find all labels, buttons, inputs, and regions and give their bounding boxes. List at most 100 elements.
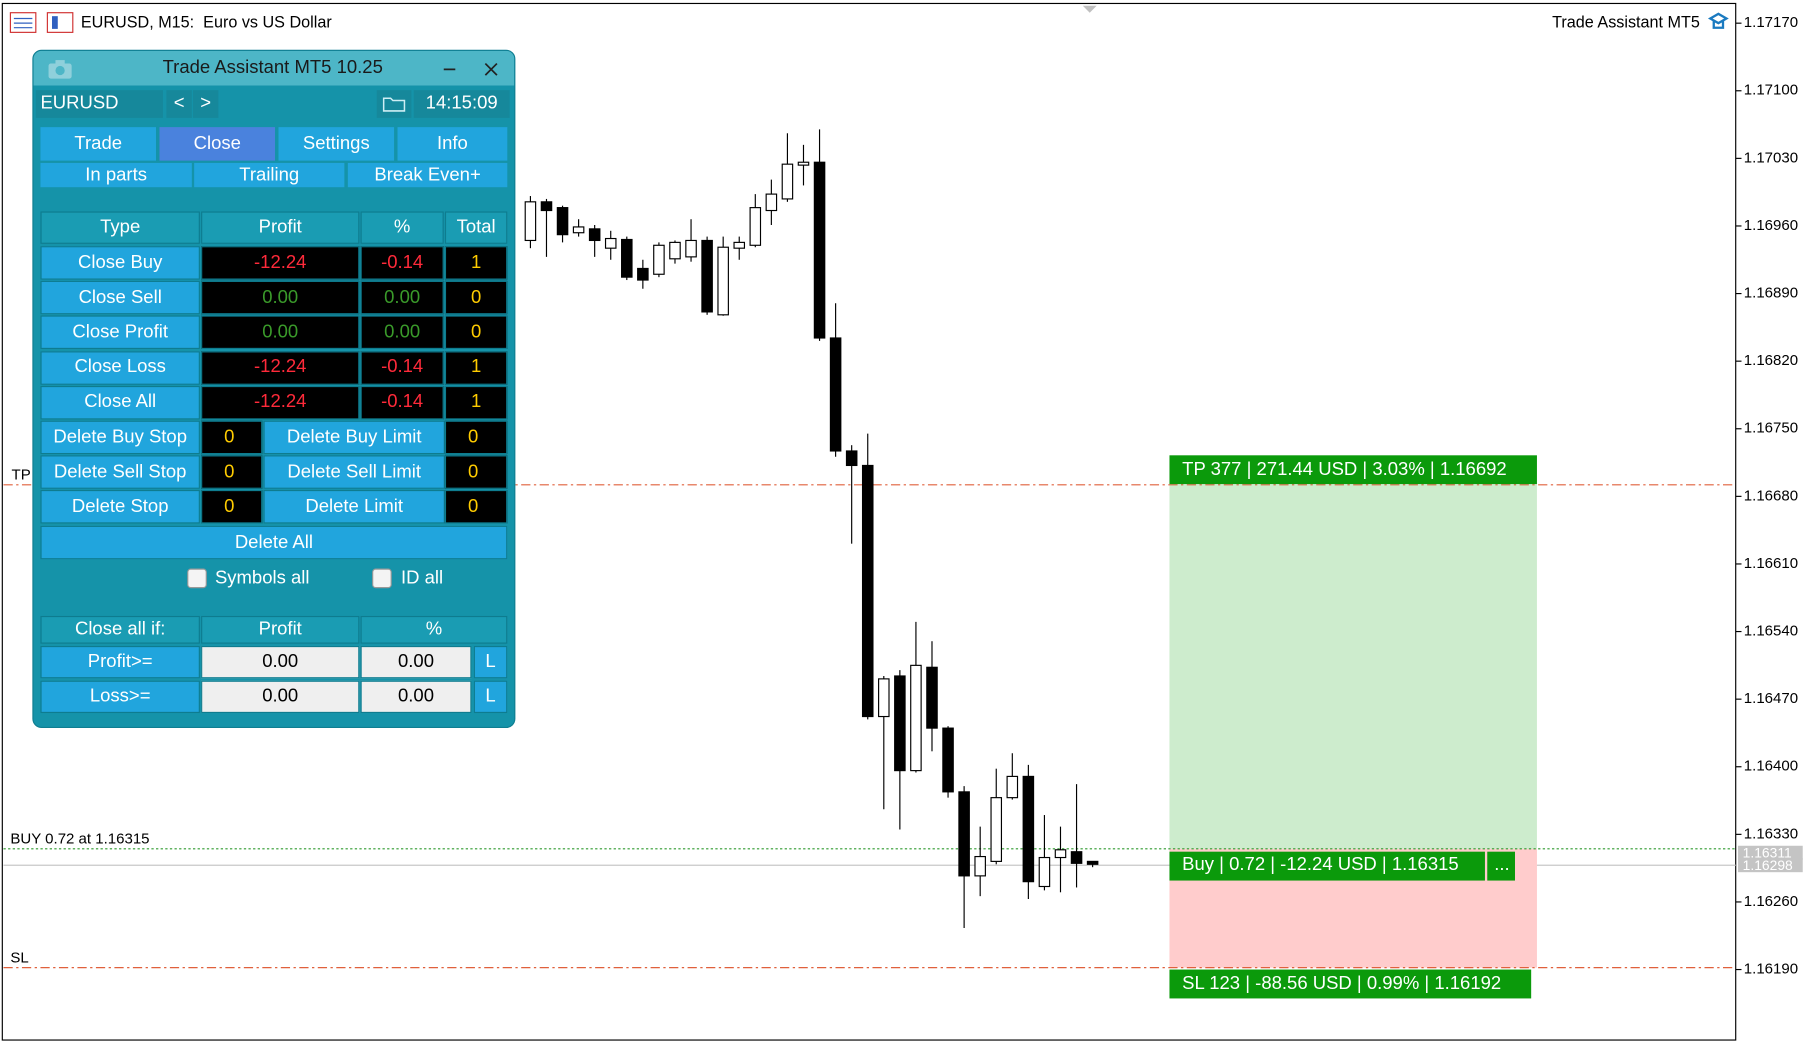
price-tag-label: 1.16311 (1743, 845, 1792, 861)
candle-body (621, 238, 633, 278)
candle-body (685, 239, 697, 258)
symbol-select[interactable]: EURUSD (35, 90, 163, 118)
time-display: 14:15:09 (413, 90, 510, 118)
y-tick-label: 1.16540 (1744, 623, 1798, 640)
total-value: 1 (444, 350, 508, 385)
total-value: 1 (444, 385, 508, 420)
y-tick-label: 1.16750 (1744, 420, 1798, 437)
y-tick-label: 1.16190 (1744, 961, 1798, 978)
close-button[interactable] (482, 60, 500, 78)
candle-body (1006, 775, 1019, 799)
next-button[interactable]: > (192, 90, 219, 118)
percent-input[interactable]: 0.00 (360, 645, 472, 679)
y-tick-label: 1.16680 (1744, 487, 1798, 504)
candle-body (717, 246, 729, 316)
tab[interactable]: Close (159, 127, 276, 161)
checkbox-label[interactable]: ID all (400, 568, 444, 589)
percent-input[interactable]: 0.00 (360, 680, 472, 714)
checkbox-label[interactable]: Symbols all (214, 568, 310, 589)
close-if-header: Close all if: (40, 615, 200, 644)
tab[interactable]: Info (397, 127, 508, 161)
candle-body (990, 797, 1003, 862)
minimize-button[interactable] (440, 60, 458, 78)
close-button[interactable]: Close Sell (40, 281, 200, 315)
title-bar (33, 50, 515, 86)
candle-body (540, 201, 553, 212)
table-header: Profit (201, 211, 360, 244)
sl-box[interactable]: SL 123 | -88.56 USD | 0.99% | 1.16192 (1169, 969, 1532, 999)
level-button[interactable]: L (473, 645, 508, 679)
delete-button[interactable]: Delete Sell Stop (40, 455, 200, 490)
icon (46, 12, 74, 33)
close-button[interactable]: Close Loss (40, 350, 200, 385)
subtab[interactable]: Trailing (194, 162, 345, 188)
candle-body (572, 226, 585, 234)
tp-box[interactable]: TP 377 | 271.44 USD | 3.03% | 1.16692 (1169, 455, 1537, 485)
level-button[interactable]: L (473, 680, 508, 714)
count-value: 0 (444, 420, 508, 455)
candle-body (813, 161, 826, 339)
y-tick-label: 1.16400 (1744, 758, 1798, 775)
subtab[interactable]: In parts (40, 162, 192, 188)
prev-button[interactable]: < (166, 90, 192, 118)
candle-body (733, 241, 746, 249)
buy-box[interactable]: Buy | 0.72 | -12.24 USD | 1.16315 (1169, 851, 1485, 881)
y-tick-label: 1.16470 (1744, 690, 1798, 707)
close-button[interactable]: Close Buy (40, 246, 200, 280)
profit-zone (1169, 484, 1537, 849)
count-value: 0 (201, 455, 263, 490)
candle-body (524, 201, 537, 242)
checkbox[interactable] (187, 568, 207, 589)
candle-body (829, 337, 842, 452)
profit-value: 0.00 (201, 281, 360, 315)
toolbar-icons (9, 12, 1729, 33)
candle-body (958, 791, 970, 877)
candle-body (749, 207, 762, 246)
candle-body (588, 228, 601, 242)
symbol-info: EURUSD, M15: Euro vs US Dollar (80, 12, 332, 32)
candle-body (942, 727, 954, 793)
tab[interactable]: Settings (278, 127, 395, 161)
candle-body (910, 664, 922, 772)
profit-input[interactable]: 0.00 (201, 680, 360, 714)
candle-body (1054, 849, 1067, 859)
delete-button[interactable]: Delete Buy Stop (40, 420, 200, 455)
close-if-header: Profit (201, 615, 360, 644)
count-value: 0 (444, 490, 508, 524)
subtab[interactable]: Break Even+ (347, 162, 508, 188)
profit-input[interactable]: 0.00 (201, 645, 360, 679)
delete-all-button[interactable]: Delete All (40, 525, 508, 560)
y-tick-label: 1.17170 (1744, 14, 1798, 31)
candle-body (1038, 856, 1051, 888)
total-value: 0 (444, 315, 508, 350)
open-folder-button[interactable] (376, 90, 412, 118)
candle-body (845, 450, 858, 467)
tab[interactable]: Trade (40, 127, 157, 161)
y-tick-label: 1.17030 (1744, 149, 1798, 166)
buy-more-button[interactable]: ... (1487, 851, 1515, 881)
profit-value: 0.00 (201, 315, 360, 350)
close-button[interactable]: Close Profit (40, 315, 200, 350)
candle-body (1022, 775, 1035, 883)
delete-button[interactable]: Delete Limit (263, 490, 445, 524)
profit-value: -12.24 (201, 246, 360, 280)
sl-label: SL (10, 949, 28, 966)
delete-button[interactable]: Delete Buy Limit (263, 420, 445, 455)
close-button[interactable]: Close All (40, 385, 200, 420)
trade-panel: Trade Assistant MT5 10.25 EURUSD < >14:15:0… (32, 49, 516, 729)
percent-value: 0.00 (360, 281, 444, 315)
candle-body (861, 464, 874, 718)
price-tag (1738, 858, 1803, 873)
candle-body (797, 161, 810, 166)
candle-body (1070, 851, 1083, 864)
count-value: 0 (201, 420, 263, 455)
percent-value: -0.14 (360, 350, 444, 385)
candle-body (637, 267, 649, 281)
screenshot-button[interactable] (47, 59, 72, 80)
checkbox[interactable] (372, 568, 392, 589)
y-tick-label: 1.17100 (1744, 82, 1798, 99)
delete-button[interactable]: Delete Sell Limit (263, 455, 445, 490)
delete-button[interactable]: Delete Stop (40, 490, 200, 524)
condition-label: Loss>= (40, 680, 200, 714)
